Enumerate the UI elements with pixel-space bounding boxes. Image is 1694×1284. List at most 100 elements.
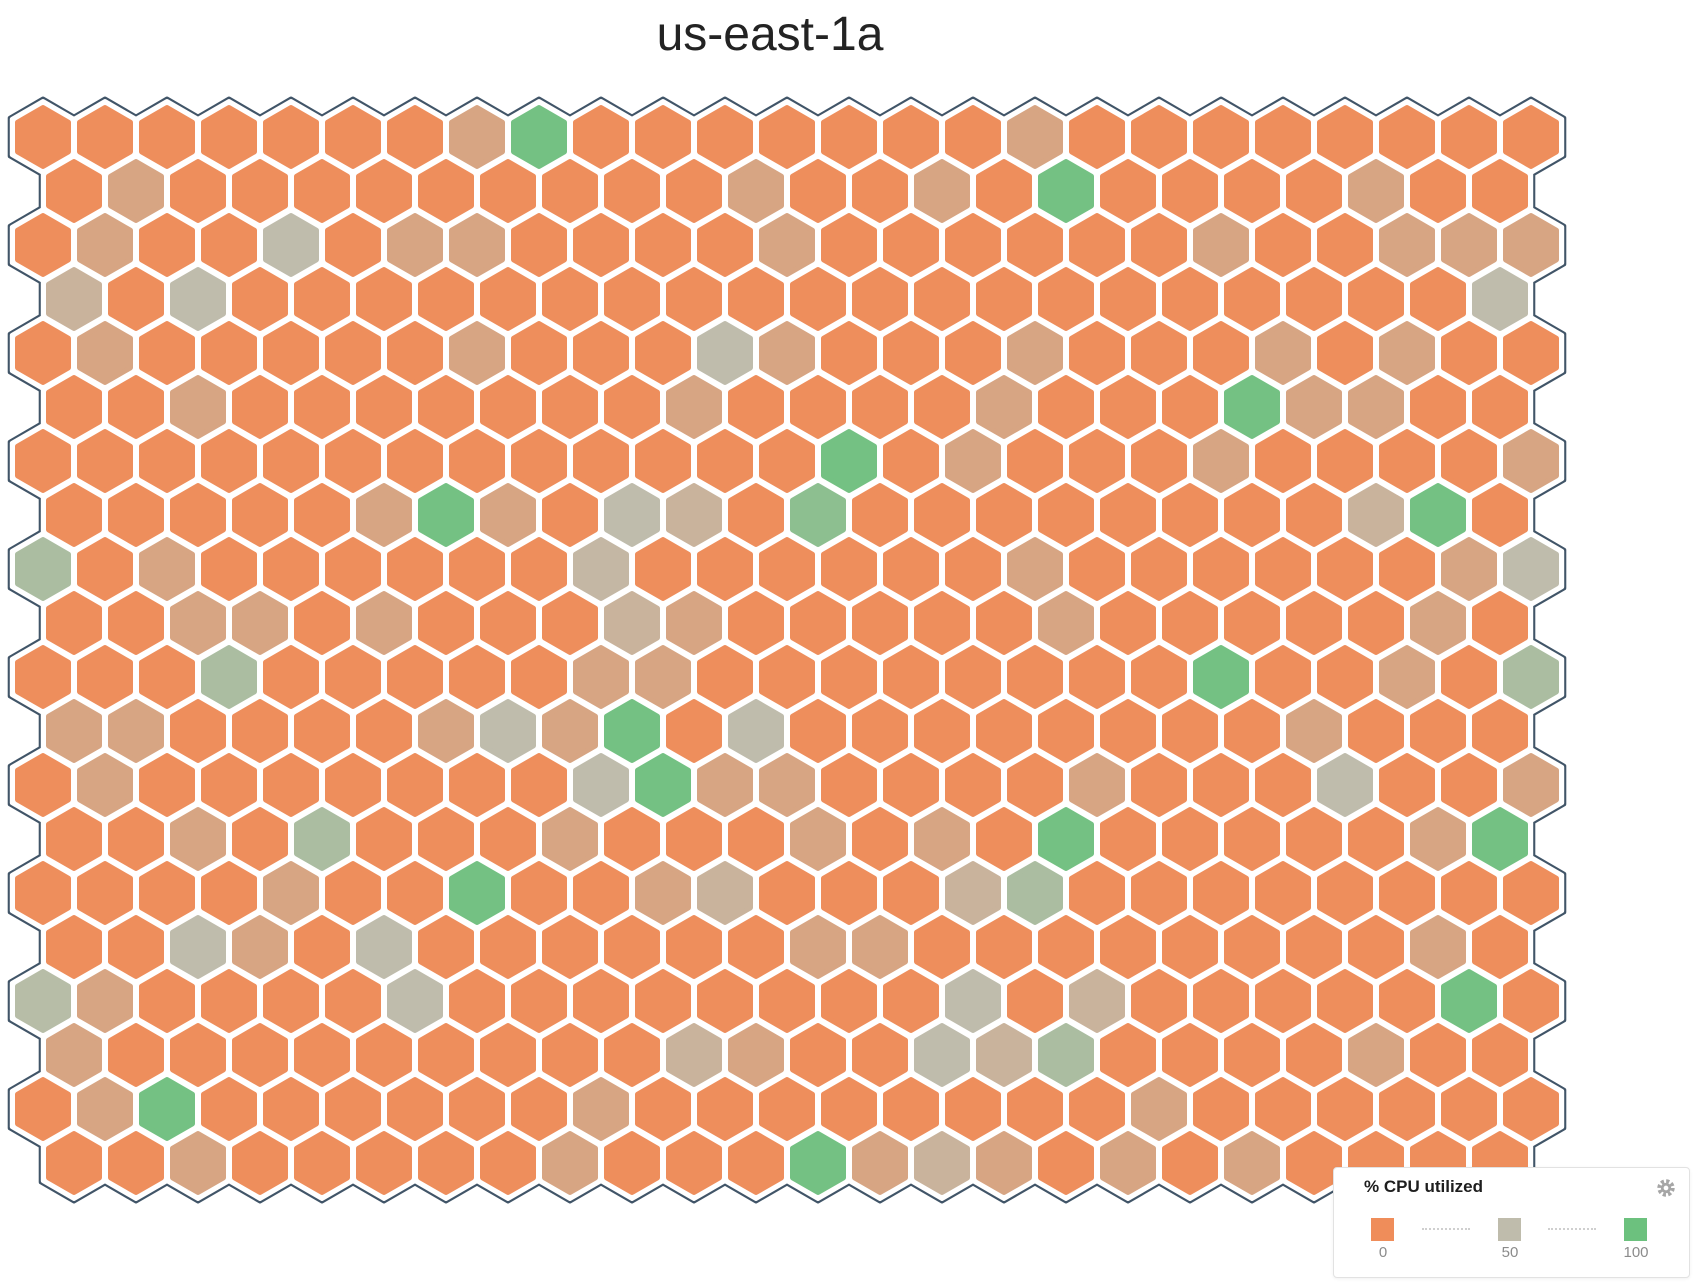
hex-cell[interactable] <box>1503 1077 1559 1141</box>
hex-cell[interactable] <box>976 375 1032 439</box>
hex-cell[interactable] <box>511 861 567 925</box>
hex-cell[interactable] <box>201 753 257 817</box>
hex-cell[interactable] <box>480 267 536 331</box>
hex-cell[interactable] <box>1193 969 1249 1033</box>
hex-cell[interactable] <box>418 375 474 439</box>
hex-cell[interactable] <box>1441 429 1497 493</box>
hex-cell[interactable] <box>604 915 660 979</box>
hex-cell[interactable] <box>790 1131 846 1195</box>
hex-cell[interactable] <box>232 1023 288 1087</box>
hex-cell[interactable] <box>1379 105 1435 169</box>
hex-cell[interactable] <box>542 915 598 979</box>
hex-cell[interactable] <box>1224 1131 1280 1195</box>
hex-cell[interactable] <box>852 1023 908 1087</box>
hex-cell[interactable] <box>914 483 970 547</box>
hex-cell[interactable] <box>1007 105 1063 169</box>
hex-cell[interactable] <box>1472 375 1528 439</box>
hex-cell[interactable] <box>263 969 319 1033</box>
hex-cell[interactable] <box>945 861 1001 925</box>
hex-cell[interactable] <box>1348 915 1404 979</box>
hex-cell[interactable] <box>759 105 815 169</box>
hex-cell[interactable] <box>883 969 939 1033</box>
hex-cell[interactable] <box>1224 699 1280 763</box>
hex-cell[interactable] <box>1441 861 1497 925</box>
hex-cell[interactable] <box>46 699 102 763</box>
hex-cell[interactable] <box>604 1023 660 1087</box>
hex-cell[interactable] <box>1472 159 1528 223</box>
hex-cell[interactable] <box>635 645 691 709</box>
hex-cell[interactable] <box>449 753 505 817</box>
hex-cell[interactable] <box>821 429 877 493</box>
hex-cell[interactable] <box>232 375 288 439</box>
hex-cell[interactable] <box>1224 915 1280 979</box>
hex-cell[interactable] <box>1131 1077 1187 1141</box>
hex-cell[interactable] <box>697 969 753 1033</box>
hex-cell[interactable] <box>1317 213 1373 277</box>
hex-cell[interactable] <box>666 1131 722 1195</box>
hex-cell[interactable] <box>1069 213 1125 277</box>
hex-cell[interactable] <box>1379 213 1435 277</box>
hex-cell[interactable] <box>170 807 226 871</box>
hex-cell[interactable] <box>1286 483 1342 547</box>
hex-cell[interactable] <box>511 213 567 277</box>
hex-cell[interactable] <box>852 699 908 763</box>
hex-cell[interactable] <box>604 483 660 547</box>
hex-cell[interactable] <box>1069 645 1125 709</box>
hex-cell[interactable] <box>356 699 412 763</box>
hex-cell[interactable] <box>1286 267 1342 331</box>
hex-cell[interactable] <box>77 537 133 601</box>
hex-cell[interactable] <box>325 213 381 277</box>
hex-cell[interactable] <box>542 483 598 547</box>
hex-cell[interactable] <box>1410 915 1466 979</box>
hex-cell[interactable] <box>449 105 505 169</box>
hex-cell[interactable] <box>883 213 939 277</box>
hex-cell[interactable] <box>511 969 567 1033</box>
hex-cell[interactable] <box>418 1023 474 1087</box>
hex-cell[interactable] <box>1503 753 1559 817</box>
hex-cell[interactable] <box>201 1077 257 1141</box>
hex-cell[interactable] <box>1255 753 1311 817</box>
hex-cell[interactable] <box>232 267 288 331</box>
hex-cell[interactable] <box>790 915 846 979</box>
hex-cell[interactable] <box>1007 537 1063 601</box>
hex-cell[interactable] <box>232 915 288 979</box>
hex-cell[interactable] <box>511 753 567 817</box>
hex-cell[interactable] <box>1379 753 1435 817</box>
hex-cell[interactable] <box>635 969 691 1033</box>
hex-cell[interactable] <box>139 537 195 601</box>
hex-cell[interactable] <box>728 375 784 439</box>
hex-cell[interactable] <box>232 591 288 655</box>
hex-cell[interactable] <box>1193 537 1249 601</box>
hex-cell[interactable] <box>1100 159 1156 223</box>
hex-cell[interactable] <box>1224 159 1280 223</box>
hex-cell[interactable] <box>852 267 908 331</box>
hex-cell[interactable] <box>108 483 164 547</box>
hex-cell[interactable] <box>945 645 1001 709</box>
hex-cell[interactable] <box>139 1077 195 1141</box>
hex-cell[interactable] <box>77 861 133 925</box>
hex-cell[interactable] <box>1069 861 1125 925</box>
hex-cell[interactable] <box>542 699 598 763</box>
hex-cell[interactable] <box>46 915 102 979</box>
hex-cell[interactable] <box>1317 429 1373 493</box>
hex-cell[interactable] <box>635 753 691 817</box>
hex-cell[interactable] <box>1472 699 1528 763</box>
hex-cell[interactable] <box>1255 429 1311 493</box>
hex-cell[interactable] <box>1348 159 1404 223</box>
hex-cell[interactable] <box>542 1131 598 1195</box>
hex-cell[interactable] <box>356 915 412 979</box>
hex-cell[interactable] <box>1162 159 1218 223</box>
hex-cell[interactable] <box>1162 591 1218 655</box>
hex-cell[interactable] <box>1255 645 1311 709</box>
gear-icon[interactable] <box>1655 1177 1677 1199</box>
hex-cell[interactable] <box>666 483 722 547</box>
hex-cell[interactable] <box>418 699 474 763</box>
hex-cell[interactable] <box>604 159 660 223</box>
hex-cell[interactable] <box>511 537 567 601</box>
hex-cell[interactable] <box>1379 861 1435 925</box>
hex-cell[interactable] <box>759 213 815 277</box>
hex-cell[interactable] <box>1348 1023 1404 1087</box>
hex-cell[interactable] <box>976 483 1032 547</box>
hex-cell[interactable] <box>1317 969 1373 1033</box>
hex-cell[interactable] <box>387 861 443 925</box>
